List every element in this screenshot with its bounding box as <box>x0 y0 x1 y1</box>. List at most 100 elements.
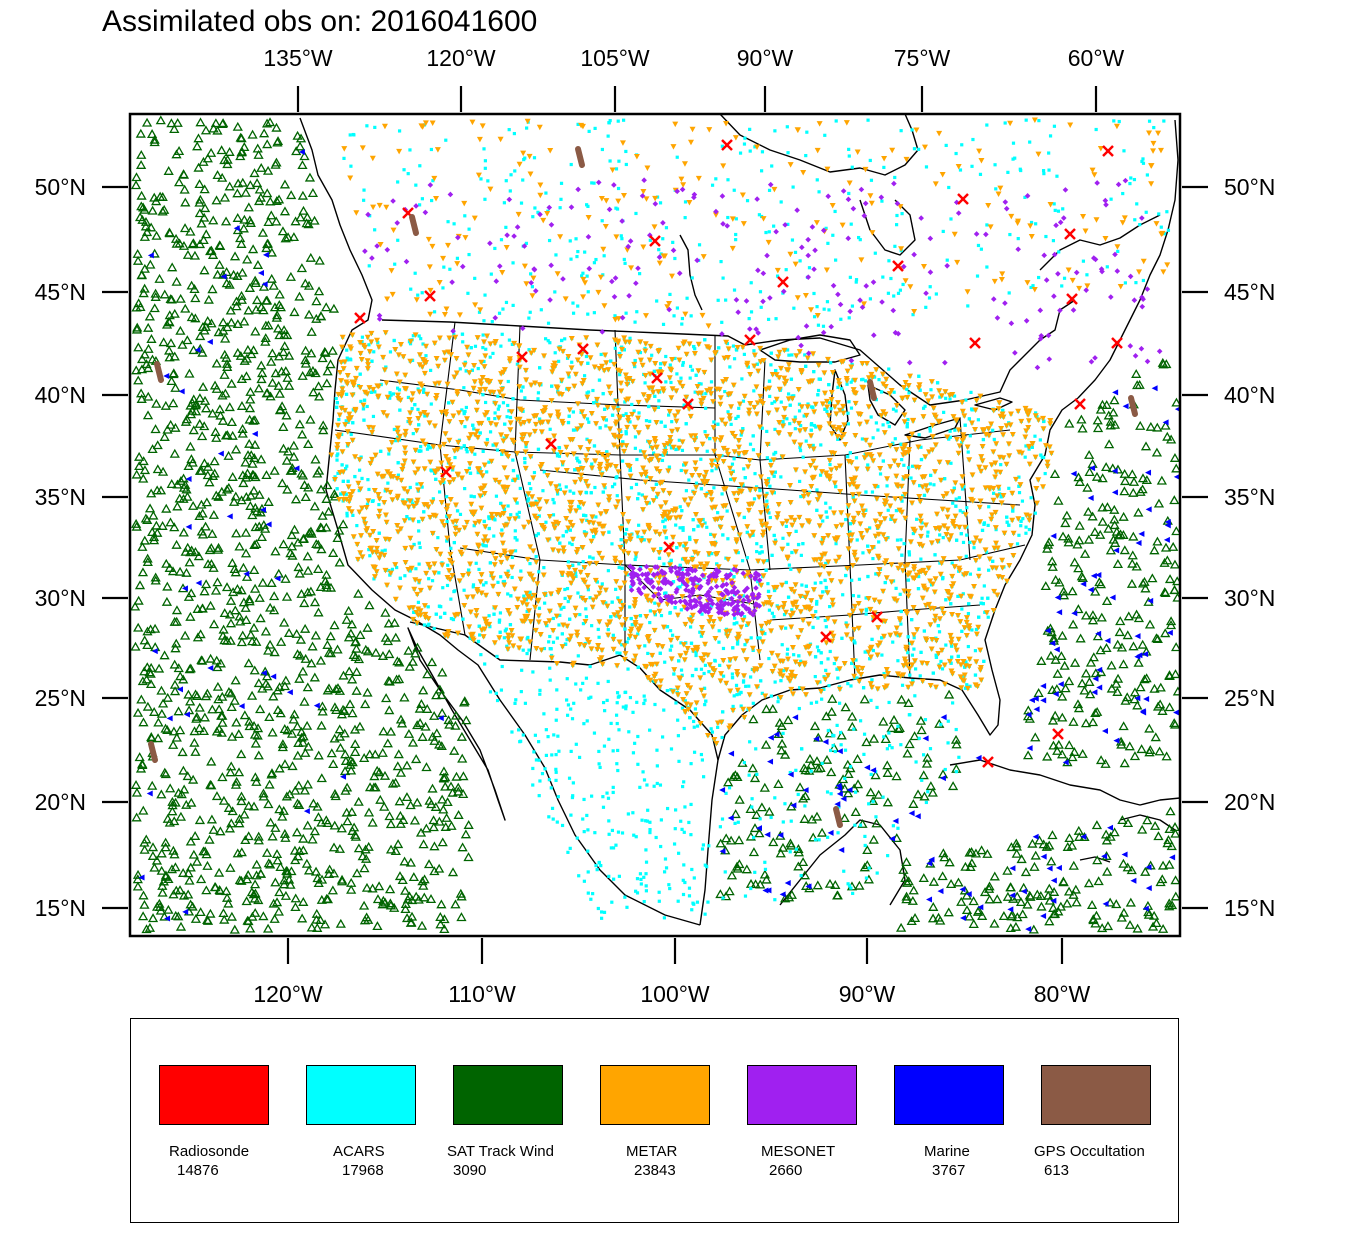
acars-marker <box>555 452 560 456</box>
sat-track-wind-marker <box>169 308 180 318</box>
sat-track-wind-marker <box>260 333 271 343</box>
sat-track-wind-marker <box>230 675 241 685</box>
acars-marker <box>948 435 952 439</box>
acars-marker <box>633 557 637 562</box>
acars-marker <box>542 646 547 651</box>
acars-marker <box>824 668 828 672</box>
sat-track-wind-marker <box>303 482 314 492</box>
sat-track-wind-marker <box>422 669 433 679</box>
acars-marker <box>459 446 463 450</box>
sat-track-wind-marker <box>799 813 810 823</box>
sat-track-wind-marker <box>178 240 190 250</box>
sat-track-wind-marker <box>217 772 228 782</box>
sat-track-wind-marker <box>217 172 228 182</box>
sat-track-wind-marker <box>449 745 460 755</box>
sat-track-wind-marker <box>305 414 316 424</box>
sat-track-wind-marker <box>142 640 153 650</box>
sat-track-wind-marker <box>1057 691 1068 701</box>
sat-track-wind-marker <box>248 889 259 899</box>
sat-track-wind-marker <box>439 914 450 924</box>
sat-track-wind-marker <box>190 313 201 323</box>
acars-marker <box>441 586 445 590</box>
sat-track-wind-marker <box>298 533 310 543</box>
sat-track-wind-marker <box>291 146 302 156</box>
sat-track-wind-marker <box>149 137 160 147</box>
sat-track-wind-marker <box>275 708 286 718</box>
sat-track-wind-marker <box>900 873 911 883</box>
sat-track-wind-marker <box>273 351 285 361</box>
sat-track-wind-marker <box>1170 669 1180 679</box>
sat-track-wind-marker <box>350 636 361 646</box>
acars-marker <box>907 391 911 395</box>
acars-marker <box>453 455 457 460</box>
acars-marker <box>472 524 476 528</box>
acars-marker <box>510 575 514 580</box>
sat-track-wind-marker <box>399 856 410 866</box>
acars-marker <box>1017 475 1021 479</box>
sat-track-wind-marker <box>279 341 290 351</box>
sat-track-wind-marker <box>1022 899 1033 909</box>
acars-marker <box>938 395 942 399</box>
acars-marker <box>974 627 979 632</box>
sat-track-wind-marker <box>391 674 402 684</box>
sat-track-wind-marker <box>384 649 395 659</box>
acars-marker <box>906 466 911 470</box>
sat-track-wind-marker <box>238 478 249 488</box>
sat-track-wind-marker <box>334 525 345 535</box>
sat-track-wind-marker <box>1101 835 1112 845</box>
acars-marker <box>785 647 790 651</box>
acars-marker <box>542 566 546 570</box>
acars-marker <box>693 390 697 394</box>
acars-marker <box>679 608 683 612</box>
sat-track-wind-marker <box>888 714 900 724</box>
coastline-northeast <box>1077 119 1179 399</box>
observation-map: 135°W 120°W 105°W 90°W 75°W 60°W 120°W 1… <box>35 45 1276 1007</box>
acars-marker <box>679 641 683 645</box>
sat-track-wind-marker <box>1085 657 1097 667</box>
sat-track-wind-marker <box>1063 676 1075 686</box>
sat-track-wind-marker <box>251 506 263 516</box>
sat-track-wind-marker <box>132 255 144 265</box>
sat-track-wind-marker <box>279 875 290 885</box>
acars-marker <box>534 554 538 559</box>
acars-marker <box>488 430 493 434</box>
sat-track-wind-marker <box>237 267 248 277</box>
acars-marker <box>1024 444 1028 448</box>
sat-track-wind-marker <box>279 759 291 769</box>
sat-track-wind-marker <box>755 879 766 889</box>
sat-track-wind-marker <box>262 923 274 933</box>
sat-track-wind-marker <box>396 718 408 728</box>
sat-track-wind-marker <box>168 726 180 736</box>
acars-marker <box>716 725 720 729</box>
acars-marker <box>878 472 883 476</box>
sat-track-wind-marker <box>258 281 270 291</box>
sat-track-wind-marker <box>1002 891 1014 901</box>
sat-track-wind-marker <box>184 664 195 674</box>
acars-marker <box>896 634 900 638</box>
sat-track-wind-marker <box>1164 671 1175 681</box>
sat-track-wind-marker <box>1145 421 1156 431</box>
acars-marker <box>773 400 777 404</box>
acars-marker <box>472 495 476 499</box>
sat-track-wind-marker <box>380 693 392 703</box>
sat-track-wind-marker <box>1125 897 1136 907</box>
acars-marker <box>626 667 630 671</box>
sat-track-wind-marker <box>274 289 285 299</box>
sat-track-wind-marker <box>410 648 421 658</box>
sat-track-wind-marker <box>294 419 305 429</box>
acars-marker <box>709 532 713 536</box>
acars-marker <box>395 565 399 570</box>
sat-track-wind-marker <box>809 721 821 731</box>
sat-track-wind-marker <box>1044 840 1055 850</box>
acars-marker <box>695 724 700 728</box>
sat-track-wind-marker <box>279 329 290 339</box>
sat-track-wind-marker <box>360 853 372 863</box>
sat-track-wind-marker <box>421 823 432 833</box>
map-title: Assimilated obs on: 2016041600 <box>102 5 538 38</box>
sat-track-wind-marker <box>223 803 234 812</box>
acars-marker <box>797 409 802 413</box>
acars-marker <box>494 494 499 498</box>
sat-track-wind-marker <box>1072 699 1084 709</box>
sat-track-wind-marker <box>217 691 228 701</box>
sat-track-wind-marker <box>359 753 370 763</box>
